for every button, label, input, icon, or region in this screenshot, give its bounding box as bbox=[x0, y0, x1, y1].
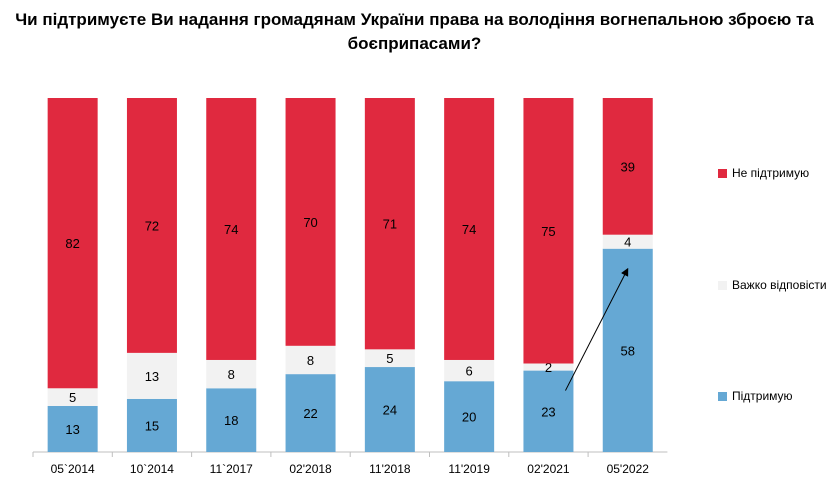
bar-segment bbox=[126, 352, 177, 399]
data-label: 20 bbox=[462, 410, 476, 425]
data-label: 15 bbox=[145, 418, 159, 433]
legend-item-support: Підтримую bbox=[718, 389, 793, 403]
legend-swatch bbox=[718, 391, 727, 401]
bar-segment bbox=[523, 98, 574, 364]
data-label: 74 bbox=[462, 222, 476, 237]
x-tick-label: 02'2018 bbox=[289, 462, 332, 476]
bar-segment bbox=[364, 98, 415, 350]
data-label: 6 bbox=[466, 364, 473, 379]
x-tick-label: 11'2019 bbox=[448, 462, 490, 476]
data-label: 74 bbox=[224, 222, 238, 237]
bar-segment bbox=[364, 349, 415, 368]
legend-label: Підтримую bbox=[732, 389, 793, 403]
x-tick-label: 11'2018 bbox=[369, 462, 411, 476]
data-label: 2 bbox=[545, 360, 552, 375]
bar-segment bbox=[126, 98, 177, 353]
data-label: 39 bbox=[621, 159, 635, 174]
legend-item-hard-to-say: Важко відповісти bbox=[718, 278, 827, 292]
bar-segment bbox=[523, 370, 574, 452]
legend-item-not-support: Не підтримую bbox=[718, 166, 809, 180]
data-label: 75 bbox=[541, 224, 555, 239]
bar-segment bbox=[364, 367, 415, 452]
data-label: 13 bbox=[145, 369, 159, 384]
chart-title: Чи підтримуєте Ви надання громадянам Укр… bbox=[15, 10, 814, 53]
data-label: 8 bbox=[307, 353, 314, 368]
x-tick-label: 11`2017 bbox=[210, 462, 253, 476]
bar-segment bbox=[602, 248, 653, 452]
trend-arrow bbox=[565, 267, 629, 391]
bar-segment bbox=[206, 98, 257, 360]
data-label: 24 bbox=[383, 403, 397, 418]
bar-segment bbox=[126, 398, 177, 452]
data-label: 70 bbox=[303, 215, 317, 230]
data-label: 5 bbox=[386, 351, 393, 366]
legend-label: Не підтримую bbox=[732, 166, 810, 180]
x-tick-label: 05'2022 bbox=[607, 462, 650, 476]
bar-segment bbox=[285, 98, 336, 346]
data-label: 13 bbox=[65, 422, 79, 437]
data-label: 22 bbox=[303, 406, 317, 421]
bar-segment bbox=[523, 363, 574, 371]
x-tick-label: 10`2014 bbox=[130, 462, 174, 476]
bar-segment bbox=[602, 98, 653, 235]
bar-segment bbox=[206, 359, 257, 389]
data-label: 23 bbox=[541, 404, 555, 419]
legend-label: Важко відповісти bbox=[732, 278, 827, 292]
data-label: 18 bbox=[224, 413, 238, 428]
bar-segment bbox=[47, 405, 98, 452]
x-tick-label: 05`2014 bbox=[51, 462, 95, 476]
data-label: 72 bbox=[145, 218, 159, 233]
bar-segment bbox=[47, 98, 98, 389]
data-label: 82 bbox=[65, 236, 79, 251]
bar-segment bbox=[444, 98, 495, 360]
data-label: 4 bbox=[624, 235, 631, 250]
bar-segment bbox=[285, 374, 336, 452]
legend-swatch bbox=[718, 280, 727, 290]
data-label: 58 bbox=[621, 343, 635, 358]
bar-segment bbox=[285, 345, 336, 375]
bar-segment bbox=[444, 381, 495, 452]
data-label: 8 bbox=[228, 367, 235, 382]
bar-segment bbox=[206, 388, 257, 452]
data-label: 5 bbox=[69, 390, 76, 405]
bar-segment bbox=[602, 234, 653, 249]
x-tick-label: 02'2021 bbox=[527, 462, 570, 476]
bar-segment bbox=[444, 359, 495, 382]
data-label: 71 bbox=[383, 217, 397, 232]
bar-segment bbox=[47, 388, 98, 406]
legend-swatch bbox=[718, 168, 727, 178]
